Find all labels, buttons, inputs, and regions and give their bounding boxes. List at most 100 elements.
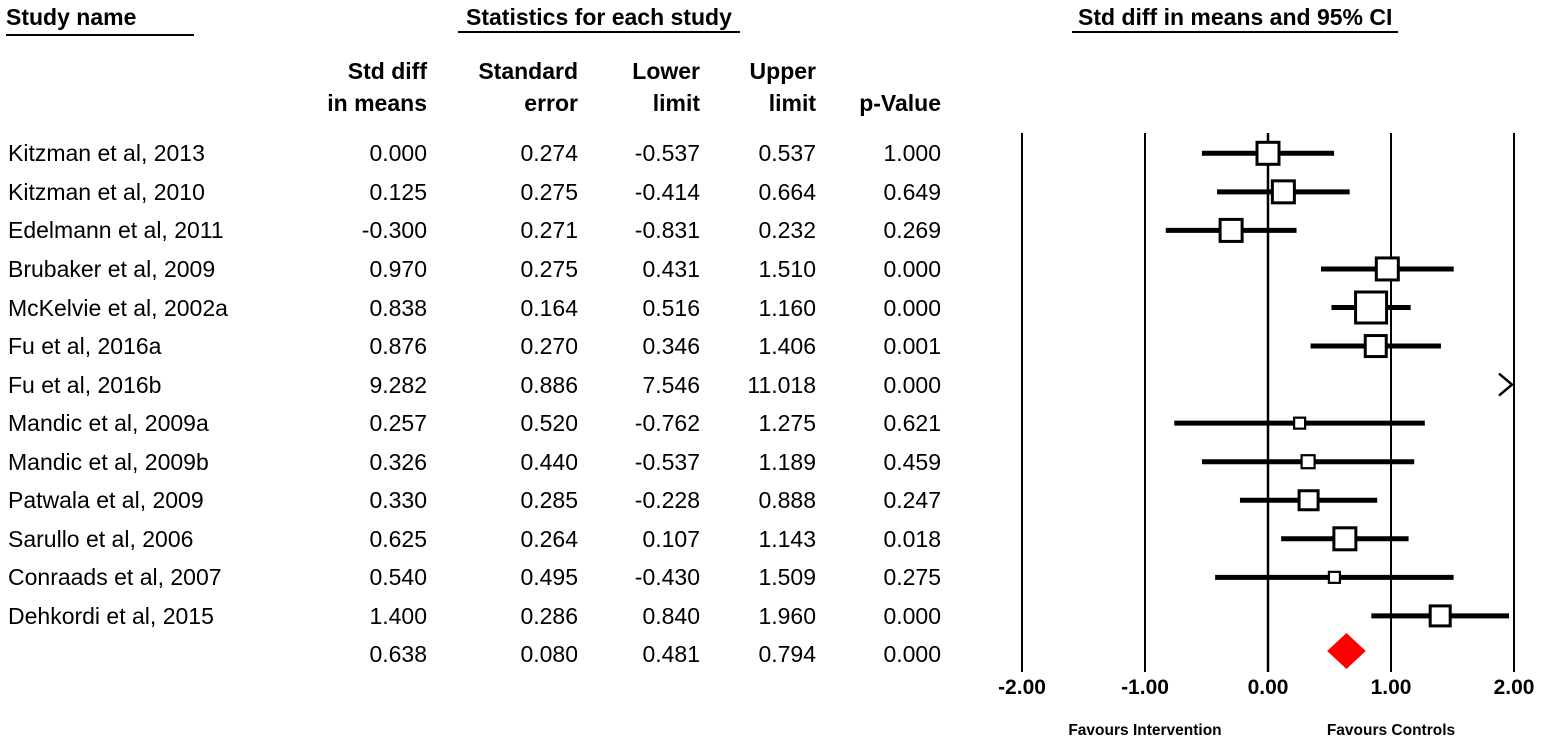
standard-error-cell: 0.271 — [520, 217, 578, 244]
x-axis-tick-label: 2.00 — [1493, 676, 1535, 699]
table-row: Fu et al, 2016b 9.282 0.886 7.546 11.018 0.00… — [0, 366, 1548, 404]
standard-error-cell: 0.270 — [520, 333, 578, 360]
table-row: McKelvie et al, 2002a 0.838 0.164 0.516 1.16… — [0, 289, 1548, 327]
upper-limit-cell: 1.189 — [758, 448, 816, 475]
table-row: Conraads et al, 2007 0.540 0.495 -0.430 1.50… — [0, 558, 1548, 596]
effect-box — [1327, 570, 1342, 584]
lower-limit-cell: -0.537 — [634, 448, 700, 475]
standard-error-cell: 0.274 — [520, 140, 578, 167]
column-header-lower-limit: Lower limit — [632, 55, 700, 119]
p-value-cell: 0.275 — [883, 564, 941, 591]
p-value-cell: 1.000 — [883, 140, 941, 167]
p-value-cell: 0.621 — [883, 410, 941, 437]
std-diff-cell: 0.257 — [369, 410, 427, 437]
table-row: Fu et al, 2016a 0.876 0.270 0.346 1.406 0.001 — [0, 327, 1548, 365]
lower-limit-cell: -0.762 — [634, 410, 700, 437]
upper-limit-cell: 1.960 — [758, 602, 816, 629]
lower-limit-cell: 0.840 — [642, 602, 700, 629]
effect-box — [1332, 526, 1358, 552]
effect-box — [1300, 454, 1316, 470]
std-diff-cell: 0.326 — [369, 448, 427, 475]
standard-error-cell: 0.080 — [520, 641, 578, 668]
std-diff-cell: -0.300 — [361, 217, 427, 244]
column-header-standard-error: Standard error — [478, 55, 578, 119]
favours-intervention-label: Favours Intervention — [1068, 722, 1222, 739]
standard-error-cell: 0.164 — [520, 294, 578, 321]
study-name-cell: Brubaker et al, 2009 — [8, 255, 216, 282]
lower-limit-cell: 0.431 — [642, 255, 700, 282]
study-name-cell: Kitzman et al, 2013 — [8, 140, 205, 167]
std-diff-cell: 0.876 — [369, 333, 427, 360]
table-row: Edelmann et al, 2011 -0.300 0.271 -0.831 0.2… — [0, 211, 1548, 249]
study-name-cell: Edelmann et al, 2011 — [8, 217, 224, 244]
p-value-cell: 0.000 — [883, 602, 941, 629]
std-diff-cell: 0.638 — [369, 641, 427, 668]
std-diff-cell: 0.625 — [369, 525, 427, 552]
standard-error-cell: 0.886 — [520, 371, 578, 398]
effect-box — [1218, 217, 1244, 243]
lower-limit-cell: 0.107 — [642, 525, 700, 552]
p-value-cell: 0.247 — [883, 487, 941, 514]
offscale-arrow-icon — [1498, 372, 1514, 397]
statistics-section-title: Statistics for each study — [458, 4, 740, 33]
p-value-cell: 0.269 — [883, 217, 941, 244]
upper-limit-cell: 1.143 — [758, 525, 816, 552]
std-diff-cell: 0.125 — [369, 178, 427, 205]
standard-error-cell: 0.275 — [520, 255, 578, 282]
p-value-cell: 0.649 — [883, 178, 941, 205]
standard-error-cell: 0.520 — [520, 410, 578, 437]
column-header-line: in means — [327, 90, 427, 116]
lower-limit-cell: -0.228 — [634, 487, 700, 514]
standard-error-cell: 0.440 — [520, 448, 578, 475]
effect-box — [1354, 290, 1389, 325]
lower-limit-cell: -0.430 — [634, 564, 700, 591]
table-row: Mandic et al, 2009b 0.326 0.440 -0.537 1.189… — [0, 443, 1548, 481]
study-name-cell: Fu et al, 2016b — [8, 371, 162, 398]
std-diff-cell: 0.330 — [369, 487, 427, 514]
favours-controls-label: Favours Controls — [1326, 722, 1456, 739]
column-header-line: error — [524, 90, 578, 116]
upper-limit-cell: 1.275 — [758, 410, 816, 437]
upper-limit-cell: 1.510 — [758, 255, 816, 282]
std-diff-cell: 0.540 — [369, 564, 427, 591]
column-header-line: limit — [768, 90, 816, 116]
x-axis-tick-label: -1.00 — [1121, 676, 1169, 699]
column-header-p-value: p-Value — [859, 87, 941, 119]
effect-box — [1255, 140, 1281, 166]
table-row: Sarullo et al, 2006 0.625 0.264 0.107 1.143 0… — [0, 520, 1548, 558]
upper-limit-cell: 1.160 — [758, 294, 816, 321]
upper-limit-cell: 0.232 — [758, 217, 816, 244]
upper-limit-cell: 11.018 — [747, 371, 816, 398]
lower-limit-cell: 7.546 — [642, 371, 700, 398]
study-name-cell: Kitzman et al, 2010 — [8, 178, 205, 205]
standard-error-cell: 0.264 — [520, 525, 578, 552]
upper-limit-cell: 0.888 — [758, 487, 816, 514]
p-value-cell: 0.018 — [883, 525, 941, 552]
std-diff-cell: 1.400 — [369, 602, 427, 629]
std-diff-cell: 0.970 — [369, 255, 427, 282]
p-value-cell: 0.459 — [883, 448, 941, 475]
column-header-upper-limit: Upper limit — [750, 55, 816, 119]
p-value-cell: 0.000 — [883, 371, 941, 398]
study-name-cell: Dehkordi et al, 2015 — [8, 602, 214, 629]
table-row: Mandic et al, 2009a 0.257 0.520 -0.762 1.275… — [0, 404, 1548, 442]
summary-diamond — [1327, 633, 1366, 669]
table-row: Dehkordi et al, 2015 1.400 0.286 0.840 1.960… — [0, 597, 1548, 635]
column-header-std-diff: Std diff in means — [327, 55, 427, 119]
column-header-line: Lower — [632, 58, 700, 84]
column-header-line: p-Value — [859, 90, 941, 116]
upper-limit-cell: 1.509 — [758, 564, 816, 591]
table-row: Kitzman et al, 2010 0.125 0.275 -0.414 0.664… — [0, 173, 1548, 211]
upper-limit-cell: 0.537 — [758, 140, 816, 167]
study-name-cell: Mandic et al, 2009b — [8, 448, 209, 475]
study-name-column-title: Study name — [6, 4, 195, 36]
p-value-cell: 0.000 — [883, 294, 941, 321]
lower-limit-cell: 0.481 — [642, 641, 700, 668]
study-name-cell: Fu et al, 2016a — [8, 333, 162, 360]
table-row-summary: 0.638 0.080 0.481 0.794 0.000 — [0, 635, 1548, 673]
standard-error-cell: 0.495 — [520, 564, 578, 591]
lower-limit-cell: -0.537 — [634, 140, 700, 167]
lower-limit-cell: 0.346 — [642, 333, 700, 360]
x-axis-tick-label: -2.00 — [998, 676, 1046, 699]
